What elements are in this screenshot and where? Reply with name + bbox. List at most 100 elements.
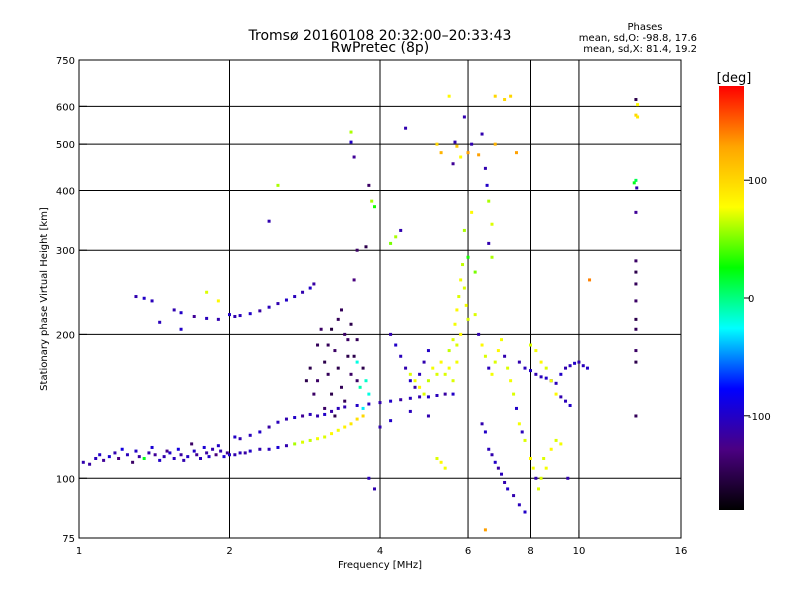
data-point [473,270,477,274]
data-point [529,369,532,373]
data-point [326,343,330,347]
data-point [195,453,199,457]
data-point [534,372,538,376]
data-point [284,444,288,448]
data-point [634,349,638,353]
data-point [323,412,327,416]
data-point [142,456,146,460]
data-point [228,453,231,457]
data-point [258,447,262,451]
data-point [464,303,468,307]
y-tick-label: 750 [56,56,75,67]
data-point [404,366,408,370]
data-point [361,414,365,418]
data-point [182,458,186,462]
data-point [134,449,138,453]
data-point [523,366,527,370]
data-point [343,332,347,336]
data-point [506,487,510,491]
data-point [443,392,447,396]
data-point [514,151,518,155]
x-axis-ticks: 1 2 4 6 8 10 16 [76,530,687,557]
data-point [343,405,347,409]
data-point [323,360,327,364]
data-point [205,316,209,320]
data-point [634,270,638,274]
data-point [529,456,532,460]
data-point [147,451,151,455]
data-point [355,360,359,364]
data-point [426,349,430,353]
data-point [503,480,507,484]
colorbar-ticks: 100 0 -100 [744,176,771,423]
data-point [336,366,340,370]
data-point [301,440,305,444]
data-point [179,311,183,315]
data-point [389,399,393,403]
data-point [568,364,572,368]
data-point [238,314,242,318]
data-point [323,406,327,410]
data-point [634,98,638,102]
data-point [276,445,280,449]
data-point [330,327,334,331]
data-point [573,361,577,365]
x-tick-label: 8 [527,546,533,557]
data-point [301,290,305,294]
data-point [490,222,494,226]
x-tick-label: 1 [76,546,82,557]
data-point [523,438,527,442]
data-point [172,308,176,312]
data-point [367,183,371,187]
data-point [439,360,443,364]
data-point [107,455,111,459]
data-point [211,447,215,451]
y-tick-label: 300 [56,246,75,257]
data-point [94,456,98,460]
data-point [549,379,553,383]
data-point [225,451,229,455]
data-point [451,162,455,166]
data-point [493,360,497,364]
data-point [408,372,412,376]
data-point [480,132,484,136]
data-point [487,447,491,451]
data-point [447,94,451,98]
data-point [455,343,459,347]
data-point [358,385,362,389]
data-point [487,241,491,245]
data-point [539,360,543,364]
y-tick-label: 100 [56,474,75,485]
data-point [544,366,548,370]
y-axis-ticks: 75 100 200 300 400 500 600 750 [56,56,87,545]
data-point [634,282,638,286]
data-point [455,360,459,364]
data-point [485,183,489,187]
data-point [190,442,194,446]
y-tick-label: 400 [56,186,75,197]
data-point [636,115,640,119]
data-point [355,379,359,383]
data-point [635,186,639,190]
data-point [248,449,252,453]
data-point [243,451,247,455]
data-point [634,317,638,321]
data-point [559,372,563,376]
data-point [88,462,92,466]
data-point [81,460,85,464]
data-point [316,379,320,383]
data-point [568,403,572,407]
data-point [336,317,340,321]
data-point [389,332,393,336]
data-point [125,453,129,457]
data-point [487,366,491,370]
data-point [113,451,117,455]
data-point [276,183,280,187]
data-point [346,354,350,358]
data-point [559,395,563,399]
data-point [378,425,382,429]
data-point [394,343,398,347]
data-point [443,466,447,470]
data-point [480,422,484,426]
data-point [483,528,487,532]
